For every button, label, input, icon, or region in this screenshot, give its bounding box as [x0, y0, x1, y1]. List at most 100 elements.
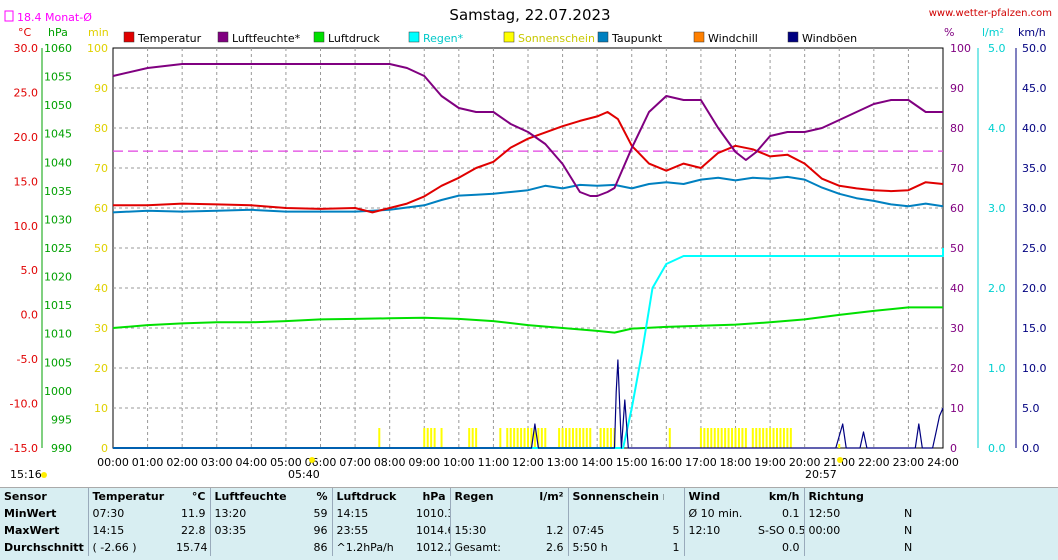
sunshine-bar	[734, 428, 737, 448]
stats-cell: 1014.6	[416, 524, 450, 537]
y-tick-label-wind: 15.0	[1022, 322, 1047, 335]
site-link[interactable]: www.wetter-pfalzen.com	[929, 8, 1052, 19]
stats-cell: km/h	[768, 490, 800, 503]
y-tick-label-wind: 20.0	[1022, 282, 1047, 295]
sunshine-bar	[589, 428, 592, 448]
x-tick-label: 17:00	[685, 456, 717, 469]
stats-cell: MinWert	[4, 507, 57, 520]
chart-series	[112, 63, 944, 449]
y-tick-label-pressure: 1000	[44, 385, 72, 398]
sunshine-bar	[423, 428, 426, 448]
sunshine-bar	[765, 428, 768, 448]
y-tick-label-pressure: 1015	[44, 299, 72, 312]
y-tick-label-humidity: 10	[950, 402, 964, 415]
y-tick-label-sunshine: 50	[94, 242, 108, 255]
y-tick-label-rain: 3.0	[988, 202, 1006, 215]
sunshine-bar	[772, 428, 775, 448]
legend-swatch	[787, 31, 799, 43]
stats-cell	[900, 488, 1058, 505]
x-tick-label: 04:00	[235, 456, 267, 469]
x-tick-label: 00:00	[97, 456, 129, 469]
sunshine-bar	[776, 428, 778, 448]
y-tick-label-rain: 5.0	[988, 42, 1006, 55]
legend-swatch	[597, 31, 609, 43]
y-tick-label-temp: 25.0	[14, 86, 39, 99]
stats-cell: 59	[313, 507, 328, 520]
series-line-luftdruck	[112, 306, 943, 334]
stats-cell: 2.6	[546, 541, 564, 554]
last-update-time: 15:16	[10, 468, 42, 481]
sunshine-bar	[571, 428, 574, 448]
stats-cell: Richtung	[803, 488, 900, 505]
x-tick-label: 19:00	[754, 456, 786, 469]
y-tick-label-sunshine: 40	[94, 282, 108, 295]
sunshine-bar	[606, 428, 609, 448]
sunshine-bar	[786, 428, 789, 448]
stats-cell: 12:50	[803, 505, 900, 522]
stats-cell: 1012.2	[416, 541, 450, 554]
stats-cell: 15:30	[449, 522, 522, 539]
y-tick-label-sunshine: 80	[94, 122, 108, 135]
series-line-luftfeuchte	[112, 63, 943, 197]
sunset-icon	[837, 457, 843, 463]
stats-cell	[683, 539, 754, 556]
sunshine-bar	[582, 428, 585, 448]
sunshine-bar	[610, 428, 612, 448]
sunshine-bar	[744, 428, 747, 448]
sunshine-bar	[440, 428, 443, 448]
y-tick-label-wind: 10.0	[1022, 362, 1047, 375]
last-update-sun-icon	[41, 472, 47, 478]
legend-swatch	[408, 31, 420, 43]
y-tick-label-temp: -5.0	[17, 353, 38, 366]
stats-cell: 23:55	[331, 522, 412, 539]
sunshine-bar	[430, 428, 433, 448]
stats-cell: Ø 10 min.	[683, 505, 754, 522]
y-tick-label-humidity: 90	[950, 82, 964, 95]
stats-cell: 14:15	[87, 522, 172, 539]
sunshine-bar	[782, 428, 785, 448]
stats-cell: 07:45	[567, 522, 664, 539]
stats-cell: 07:30	[87, 505, 172, 522]
sunshine-bar	[727, 428, 730, 448]
y-tick-label-wind: 0.0	[1022, 442, 1040, 455]
y-tick-label-pressure: 1030	[44, 213, 72, 226]
chart-axes: 00:00 01:00 02:00 03:00 04:00 05:00 06:00 07:00…	[10, 42, 1047, 469]
sunshine-bar	[527, 428, 529, 448]
stats-cell: 5:50 h	[567, 539, 664, 556]
sunshine-bar	[533, 428, 536, 448]
sunshine-bar	[668, 428, 671, 448]
y-tick-label-temp: -15.0	[10, 442, 38, 455]
y-tick-label-pressure: 1050	[44, 99, 72, 112]
legend-swatch	[313, 31, 325, 43]
x-tick-label: 22:00	[858, 456, 890, 469]
y-tick-label-humidity: 30	[950, 322, 964, 335]
sunshine-bar	[737, 428, 740, 448]
unit-pct: %	[944, 26, 954, 39]
legend-label: Regen*	[423, 32, 464, 45]
stats-cell: Wind	[683, 488, 754, 505]
y-tick-label-rain: 4.0	[988, 122, 1006, 135]
sunshine-bar	[568, 428, 571, 448]
x-tick-label: 13:00	[547, 456, 579, 469]
sunshine-bar	[779, 428, 782, 448]
x-tick-label: 07:00	[339, 456, 371, 469]
y-tick-label-humidity: 40	[950, 282, 964, 295]
stats-cell	[209, 539, 296, 556]
stats-cell: ^1.2hPa/h	[331, 539, 412, 556]
y-tick-label-wind: 50.0	[1022, 42, 1047, 55]
x-tick-label: 14:00	[581, 456, 613, 469]
y-tick-label-wind: 5.0	[1022, 402, 1040, 415]
sunshine-bar	[713, 428, 716, 448]
legend-label: Luftdruck	[328, 32, 380, 45]
sunshine-bar	[468, 428, 471, 448]
y-tick-label-wind: 35.0	[1022, 162, 1047, 175]
sunshine-bar	[516, 428, 519, 448]
x-tick-label: 10:00	[443, 456, 475, 469]
y-tick-label-temp: 5.0	[21, 264, 39, 277]
y-tick-label-temp: 15.0	[14, 175, 39, 188]
stats-cell: N	[904, 524, 913, 537]
y-tick-label-pressure: 1045	[44, 128, 72, 141]
sunshine-bar	[561, 428, 564, 448]
sunshine-bar	[720, 428, 723, 448]
y-tick-label-sunshine: 30	[94, 322, 108, 335]
